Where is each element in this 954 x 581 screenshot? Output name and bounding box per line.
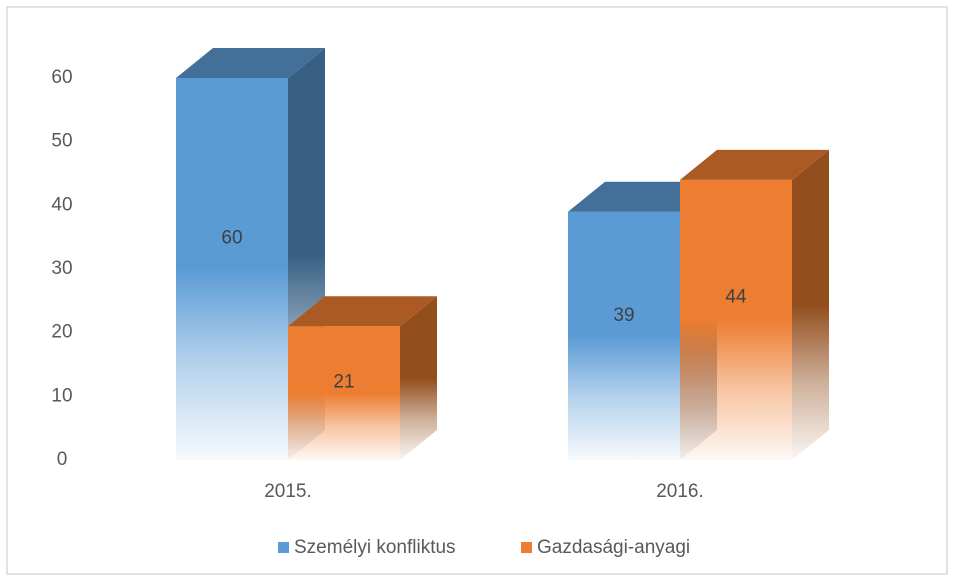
- y-tick-label: 50: [51, 131, 72, 152]
- y-tick-label: 0: [57, 449, 68, 470]
- legend-label: Gazdasági-anyagi: [537, 537, 690, 558]
- legend-swatch: [278, 542, 289, 553]
- bar: [680, 149, 829, 460]
- bar-top: [568, 181, 717, 212]
- y-tick-label: 10: [51, 385, 72, 406]
- y-tick-label: 30: [51, 258, 72, 279]
- bar-front: [176, 78, 288, 460]
- bar: [288, 296, 437, 460]
- legend-swatch: [521, 542, 532, 553]
- bar-front: [288, 326, 400, 460]
- data-label: 21: [333, 371, 354, 392]
- y-tick-label: 60: [51, 67, 72, 88]
- bar-front: [568, 211, 680, 460]
- data-label: 44: [725, 287, 747, 308]
- bar-side: [400, 296, 437, 460]
- y-tick-label: 20: [51, 322, 72, 343]
- bar-top: [176, 48, 325, 78]
- y-tick-label: 40: [51, 194, 72, 215]
- legend-label: Személyi konfliktus: [294, 537, 456, 558]
- data-label: 39: [613, 305, 634, 326]
- bar-top: [680, 149, 829, 180]
- bar-side: [792, 149, 829, 460]
- bar-top: [288, 296, 437, 327]
- x-tick-label: 2016.: [656, 481, 704, 502]
- data-label: 60: [221, 227, 242, 248]
- x-tick-label: 2015.: [264, 481, 312, 502]
- bar-front: [680, 179, 792, 460]
